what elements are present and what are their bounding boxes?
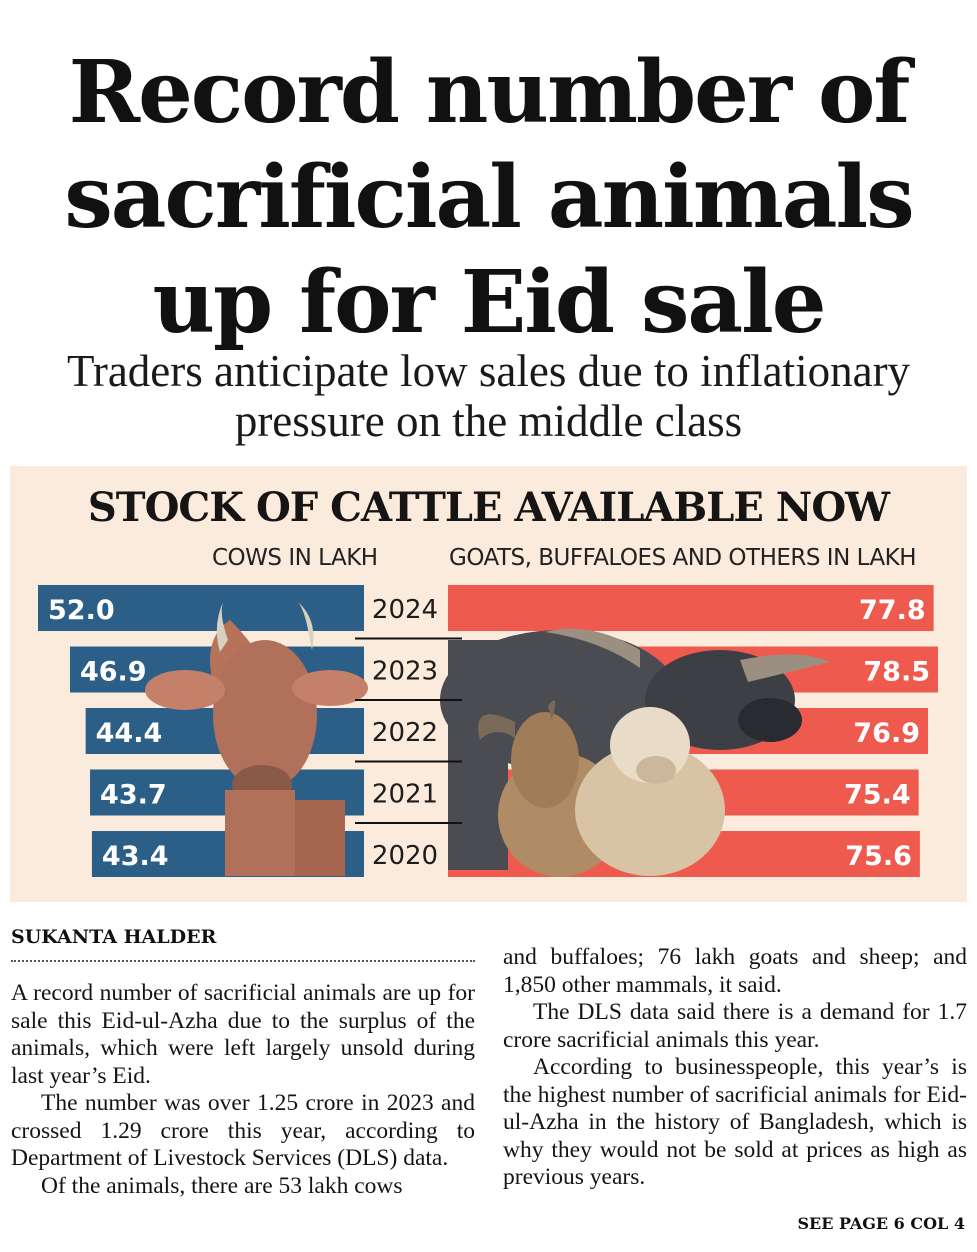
headline-line-3: up for Eid sale: [152, 252, 826, 353]
article-paragraph: The number was over 1.25 crore in 2023 a…: [11, 1090, 475, 1171]
deck-line-1: Traders anticipate low sales due to infl…: [66, 346, 911, 396]
deck: Traders anticipate low sales due to infl…: [0, 346, 977, 446]
page-jump-link[interactable]: SEE PAGE 6 COL 4: [797, 1214, 965, 1233]
value-label-cows-2024: 52.0: [48, 595, 115, 626]
deck-line-2: pressure on the middle class: [234, 396, 743, 446]
value-label-others-2023: 78.5: [863, 657, 930, 688]
year-label-2021: 2021: [372, 780, 438, 810]
sheep-icon: [575, 707, 725, 876]
year-label-2020: 2020: [372, 841, 438, 871]
year-label-2023: 2023: [372, 657, 438, 687]
article-paragraph: According to businesspeople, this year’s…: [503, 1054, 967, 1190]
article-paragraph: Of the animals, there are 53 lakh cows: [41, 1172, 403, 1199]
value-label-others-2022: 76.9: [853, 718, 920, 749]
cow-icon: [145, 600, 368, 876]
value-label-cows-2021: 43.7: [100, 780, 167, 811]
byline: SUKANTA HALDER: [11, 926, 217, 948]
series-label-cows: COWS IN LAKH: [212, 545, 378, 571]
value-label-others-2020: 75.6: [845, 841, 912, 872]
chart-title: STOCK OF CATTLE AVAILABLE NOW: [87, 484, 890, 531]
bar-others-2024: [448, 585, 934, 631]
animal-illustration: [145, 600, 830, 877]
value-label-cows-2022: 44.4: [96, 718, 163, 749]
headline: Record number of sacrificial animals up …: [0, 40, 977, 355]
headline-line-1: Record number of: [68, 42, 911, 143]
byline-divider: [11, 960, 475, 962]
value-label-others-2021: 75.4: [844, 780, 911, 811]
value-label-cows-2020: 43.4: [102, 841, 169, 872]
article-paragraph: and buffaloes; 76 lakh goats and sheep; …: [503, 944, 967, 998]
series-label-others: GOATS, BUFFALOES AND OTHERS IN LAKH: [449, 545, 917, 571]
article-paragraph: A record number of sacrificial animals a…: [11, 980, 475, 1089]
article-column-2: and buffaloes; 76 lakh goats and sheep; …: [503, 944, 967, 1192]
value-label-others-2024: 77.8: [859, 595, 926, 626]
article-paragraph: The DLS data said there is a demand for …: [503, 999, 967, 1053]
value-label-cows-2023: 46.9: [80, 657, 147, 688]
headline-line-2: sacrificial animals: [64, 147, 914, 248]
article-column-1: A record number of sacrificial animals a…: [11, 980, 475, 1200]
year-label-2024: 2024: [372, 595, 438, 625]
year-label-2022: 2022: [372, 718, 438, 748]
